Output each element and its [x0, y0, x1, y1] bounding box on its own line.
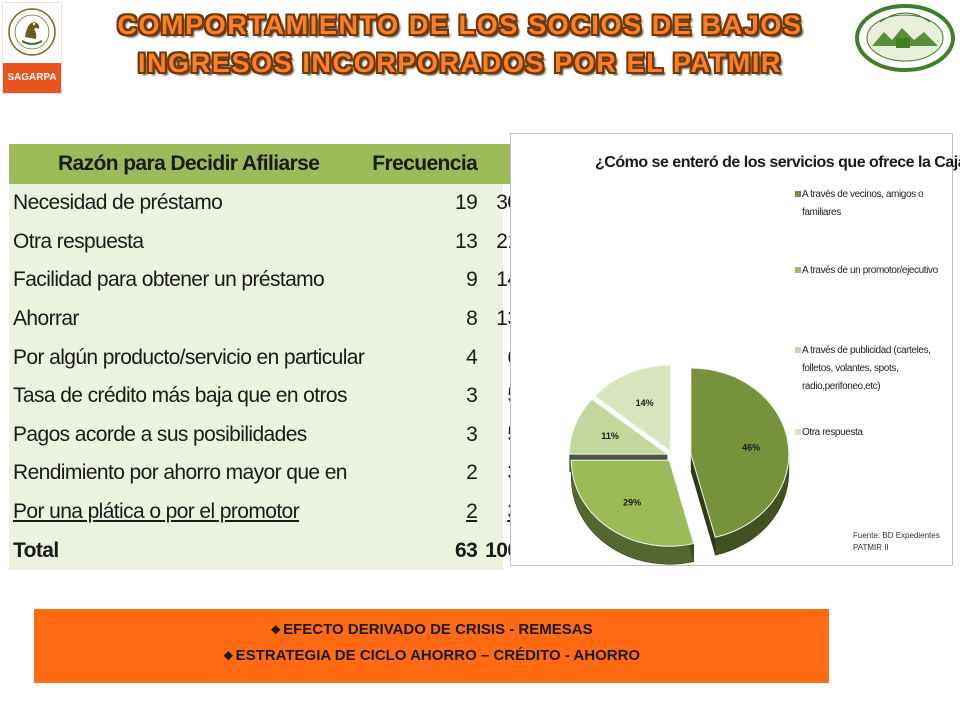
legend-label: folletos, volantes, spots, [802, 363, 899, 374]
highlight-text: EFECTO DERIVADO DE CRISIS - REMESAS [283, 621, 593, 638]
column-header-frequency: Frecuencia [368, 144, 482, 184]
highlight-item: ❖ EFECTO DERIVADO DE CRISIS - REMESAS [34, 619, 829, 641]
frequency-cell: 3 [466, 422, 478, 446]
pie-data-label: 14% [636, 398, 654, 408]
affiliation-reasons-table: Razón para Decidir Afiliarse Frecuencia … [9, 144, 541, 570]
pie-slice [594, 364, 671, 453]
pie-slice-edge [690, 453, 716, 556]
reason-cell: Facilidad para obtener un préstamo [13, 268, 325, 292]
table-row: Por una plática o por el promotor 2 3% [9, 493, 540, 532]
legend-item: Otra respuesta [795, 424, 947, 442]
pie-data-label: 46% [742, 442, 760, 452]
legend-swatch [795, 429, 801, 435]
chart-title: ¿Cómo se enteró de los servicios que ofr… [595, 154, 960, 171]
legend-label: A través de vecinos, amigos o familiares [802, 189, 924, 218]
mexican-coat-of-arms-icon [8, 8, 56, 56]
table-row: Necesidad de préstamo 19 30% [9, 184, 540, 223]
diamond-bullet-icon: ❖ [270, 623, 282, 637]
total-label: Total [13, 538, 59, 562]
frequency-cell: 13 [455, 229, 478, 253]
source-line-2: PATMIR II [853, 543, 889, 552]
title-line-1: COMPORTAMIENTO DE LOS SOCIOS DE BAJOS [117, 10, 803, 40]
legend-swatch [795, 347, 801, 353]
highlight-text: ESTRATEGIA DE CICLO AHORRO – CRÉDITO - A… [235, 647, 641, 664]
source-line-1: Fuente: BD Expedientes [853, 531, 940, 540]
table-row: Rendimiento por ahorro mayor que en 2 3% [9, 454, 540, 493]
legend-item: A través de publicidad (carteles, folleto… [795, 342, 947, 396]
pie-chart-panel: ¿Cómo se enteró de los servicios que ofr… [510, 133, 960, 566]
frequency-cell: 2 [466, 461, 478, 485]
table-header-row: Razón para Decidir Afiliarse Frecuencia … [9, 144, 541, 184]
table-row: Tasa de crédito más baja que en otros 3 … [9, 377, 540, 416]
reason-cell: Por algún producto/servicio en particula… [13, 345, 365, 369]
column-header-reason: Razón para Decidir Afiliarse [9, 144, 369, 184]
pie-chart: 46% 29% 11% 14% [568, 364, 790, 565]
legend-label: radio,perifoneo,etc) [802, 381, 881, 392]
pie-slice [568, 398, 669, 455]
table-row: Ahorrar 8 13% [9, 300, 540, 339]
table-row: Facilidad para obtener un préstamo 9 14% [9, 261, 540, 300]
legend-label: A través de un promotor/ejecutivo [802, 265, 938, 276]
sagarpa-label: SAGARPA [3, 63, 61, 93]
reason-cell: Rendimiento por ahorro mayor que en [13, 461, 347, 485]
reason-cell: Por una plática o por el promotor [9, 493, 368, 532]
legend-swatch [795, 267, 801, 273]
legend-label: A través de publicidad (carteles, [802, 345, 931, 356]
highlight-item: ❖ ESTRATEGIA DE CICLO AHORRO – CRÉDITO - … [34, 645, 829, 667]
frequency-cell: 4 [466, 345, 478, 369]
reason-cell: Necesidad de préstamo [13, 191, 223, 215]
reason-cell: Otra respuesta [13, 229, 144, 253]
table-row: Otra respuesta 13 21% [9, 223, 540, 262]
pie-data-label: 11% [601, 431, 619, 441]
frequency-cell: 3 [466, 384, 478, 408]
reason-cell: Ahorrar [13, 307, 79, 331]
legend-item: A través de un promotor/ejecutivo [795, 262, 947, 280]
pie-slice [690, 367, 790, 538]
frequency-cell: 9 [466, 268, 478, 292]
frequency-cell: 8 [466, 307, 478, 331]
source-note: Fuente: BD Expedientes PATMIR II [853, 530, 943, 554]
legend-swatch [795, 191, 801, 197]
title-line-2: INGRESOS INCORPORADOS POR EL PATMIR [137, 48, 783, 78]
table-total-row: Total 63 100% [9, 531, 540, 570]
pie-slice [570, 459, 695, 547]
patmir-seal-icon [855, 4, 955, 72]
table-row: Pagos acorde a sus posibilidades 3 5% [9, 416, 540, 455]
page-title: COMPORTAMIENTO DE LOS SOCIOS DE BAJOS IN… [70, 6, 850, 82]
frequency-cell: 19 [455, 191, 478, 215]
frequency-text: 2 [466, 500, 478, 524]
reason-cell: Tasa de crédito más baja que en otros [13, 384, 347, 408]
total-frequency: 63 [455, 538, 478, 562]
frequency-cell: 2 [368, 493, 481, 532]
pie-data-label: 29% [623, 497, 641, 507]
reason-text: Por una plática o por el promotor [13, 500, 300, 524]
reason-cell: Pagos acorde a sus posibilidades [13, 422, 307, 446]
legend-item: A través de vecinos, amigos o familiares [795, 186, 947, 222]
highlights-band: ❖ EFECTO DERIVADO DE CRISIS - REMESAS ❖ ES… [34, 609, 829, 683]
table-row: Por algún producto/servicio en particula… [9, 338, 540, 377]
diamond-bullet-icon: ❖ [222, 649, 234, 663]
legend-label: Otra respuesta [802, 427, 863, 438]
sagarpa-logo: SAGARPA [2, 2, 62, 94]
